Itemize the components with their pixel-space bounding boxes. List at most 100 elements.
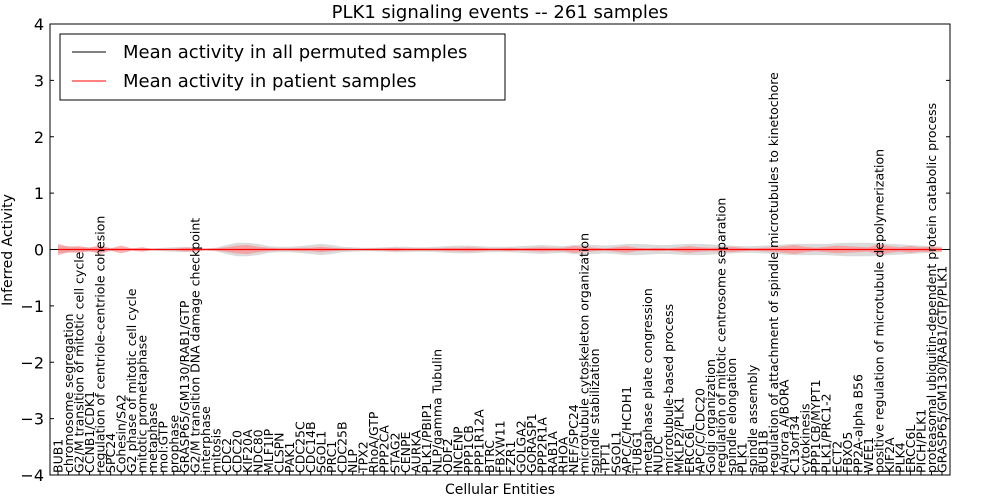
x-tick-label: FBXW11 bbox=[493, 420, 508, 473]
x-tick-label: ECT2 bbox=[829, 441, 844, 473]
x-tick-label: mitotic prometaphase bbox=[135, 335, 150, 473]
x-tick-label: APC/C/HCDH1 bbox=[619, 386, 634, 473]
x-tick-label: PLK1 bbox=[735, 442, 750, 473]
x-tick-label: PICH/PLK1 bbox=[914, 409, 929, 473]
x-tick-label: PLK4 bbox=[892, 442, 907, 473]
x-tick-label: G2/M transition DNA damage checkpoint bbox=[187, 218, 202, 473]
x-tick-label: TPT1 bbox=[598, 442, 613, 474]
x-tick-label: GORASP1 bbox=[524, 413, 539, 473]
x-tick-label: PLK1/PBIP1 bbox=[419, 403, 434, 473]
x-tick-label: mitosis bbox=[208, 428, 223, 473]
x-tick-label: PP2A-alpha B56 bbox=[850, 374, 865, 473]
x-tick-label: FZR1 bbox=[503, 441, 518, 473]
x-tick-label: KIF2A bbox=[882, 437, 897, 473]
x-tick-label: AURKA bbox=[408, 430, 423, 473]
x-tick-label: NLP bbox=[345, 449, 360, 473]
x-tick-label: spindle stabilization bbox=[587, 348, 602, 473]
x-tick-label: CLSPN bbox=[272, 432, 287, 473]
x-tick-label: WEE1 bbox=[861, 437, 876, 473]
x-tick-label: GOLGA2 bbox=[514, 420, 529, 473]
x-tick-label: BUB1B bbox=[756, 430, 771, 473]
x-tick-label: Aurora A/BORA bbox=[777, 379, 792, 473]
x-tick-label: metaphase plate congression bbox=[640, 288, 655, 473]
x-tick-label: PPP2R1A bbox=[535, 417, 550, 473]
x-tick-label: metaphase bbox=[145, 403, 160, 473]
x-tick-label: spindle assembly bbox=[745, 364, 760, 473]
y-tick-label: 1 bbox=[34, 184, 44, 203]
y-tick-label: −1 bbox=[20, 297, 44, 316]
x-tick-label: regulation of attachment of spindle micr… bbox=[766, 72, 781, 473]
x-tick-label: interphase bbox=[198, 406, 213, 473]
y-tick-label: 4 bbox=[34, 15, 44, 34]
x-tick-label: KIF20A bbox=[240, 429, 255, 473]
x-tick-label: TUBG1 bbox=[629, 430, 644, 474]
x-axis-label: Cellular Entities bbox=[445, 482, 555, 498]
x-tick-label: Cohesin/SA2 bbox=[114, 394, 129, 473]
x-tick-label: ODF2 bbox=[440, 438, 455, 473]
x-tick-label: CCNB1/CDK1 bbox=[82, 391, 97, 473]
x-tick-label: BUB1 bbox=[51, 439, 66, 473]
x-tick-label: Golgi organization bbox=[703, 359, 718, 473]
y-tick-label: 2 bbox=[34, 128, 44, 147]
x-tick-label: PPP1R12A bbox=[472, 409, 487, 473]
x-tick-label: C13orf34 bbox=[787, 415, 802, 473]
x-tick-label: cytokinesis bbox=[798, 403, 813, 473]
x-tick-label: positive regulation of microtubule depol… bbox=[871, 149, 886, 473]
legend: Mean activity in all permuted samples Me… bbox=[59, 33, 506, 101]
x-tick-label: regulation of centriole-centriole cohesi… bbox=[93, 216, 108, 473]
x-tick-label: CDC25C bbox=[293, 421, 308, 473]
x-tick-label: GRASP65/GM130/RAB1/GTP/PLK1 bbox=[935, 266, 950, 473]
x-tick-label: chromosome segregation bbox=[61, 314, 76, 473]
x-tick-label: SGOL1 bbox=[314, 431, 329, 473]
x-tick-label: PPP1CB/MYPT1 bbox=[808, 379, 823, 473]
x-tick-label: INCENP bbox=[450, 426, 465, 473]
x-tick-label: SGOL1 bbox=[608, 431, 623, 473]
x-tick-label: BTRC bbox=[482, 440, 497, 473]
x-tick-label: spindle elongation bbox=[724, 358, 739, 473]
x-tick-label: MKLP2/PLK1 bbox=[671, 397, 686, 473]
y-tick-label: 3 bbox=[34, 71, 44, 90]
x-tick-label: prophase bbox=[166, 415, 181, 473]
y-tick-label: −2 bbox=[20, 353, 44, 372]
x-tick-label: CDC25B bbox=[335, 421, 350, 473]
x-tick-label: MLF1IP bbox=[261, 428, 276, 473]
legend-label-patient: Mean activity in patient samples bbox=[123, 71, 417, 92]
x-tick-label: microtubule-based process bbox=[661, 304, 676, 473]
x-tick-label: APC/C/CDC20 bbox=[693, 388, 708, 473]
x-tick-label: RAB1A bbox=[545, 431, 560, 473]
x-tick-label: NDC80 bbox=[251, 429, 266, 473]
x-tick-label: STAG2 bbox=[387, 432, 402, 473]
x-tick-label: proteasomal ubiquitin-dependent protein … bbox=[924, 103, 939, 473]
legend-label-permuted: Mean activity in all permuted samples bbox=[123, 42, 467, 63]
x-tick-label: regulation of mitotic centrosome separat… bbox=[714, 198, 729, 473]
x-tick-label: NEF/SPC24 bbox=[566, 404, 581, 473]
x-tick-label: CDC14B bbox=[303, 421, 318, 473]
x-tick-label: PPP1CB bbox=[461, 425, 476, 473]
x-tick-label: FBXO5 bbox=[840, 432, 855, 473]
x-tick-label: CDC20 bbox=[229, 430, 244, 473]
y-axis: −4 −3 −2 −1 0 1 2 3 4 bbox=[20, 15, 950, 485]
x-tick-label: G2 phase of mitotic cell cycle bbox=[124, 288, 139, 473]
x-tick-label: RhoA/GTP bbox=[366, 411, 381, 473]
y-tick-label: 0 bbox=[34, 241, 44, 260]
x-tick-label: ERCC6L bbox=[903, 425, 918, 473]
x-tick-label: SPC24 bbox=[103, 433, 118, 473]
x-tick-label: CDC2 bbox=[219, 438, 234, 473]
x-tick-label: PRC1 bbox=[324, 441, 339, 473]
y-axis-label: Inferred Activity bbox=[0, 194, 16, 306]
x-tick-label: RHOA bbox=[556, 436, 571, 473]
x-tick-label: TPX2 bbox=[356, 441, 371, 474]
chart-title: PLK1 signaling events -- 261 samples bbox=[332, 2, 669, 23]
x-tick-label: ERCC6L bbox=[682, 425, 697, 473]
x-tick-label: PLK1/PRC1-2 bbox=[819, 393, 834, 473]
x-tick-label: CENPE bbox=[398, 431, 413, 473]
x-tick-label: GRASP65/GM130/RAB1/GTP bbox=[177, 300, 192, 473]
x-tick-label: NUDC bbox=[650, 436, 665, 473]
x-tick-label: G2/M transition of mitotic cell cycle bbox=[72, 251, 87, 473]
x-tick-label: PAK1 bbox=[282, 442, 297, 473]
x-tick-label: PPP2CA bbox=[377, 425, 392, 473]
legend-box bbox=[59, 33, 506, 101]
y-tick-label: −4 bbox=[20, 466, 44, 485]
